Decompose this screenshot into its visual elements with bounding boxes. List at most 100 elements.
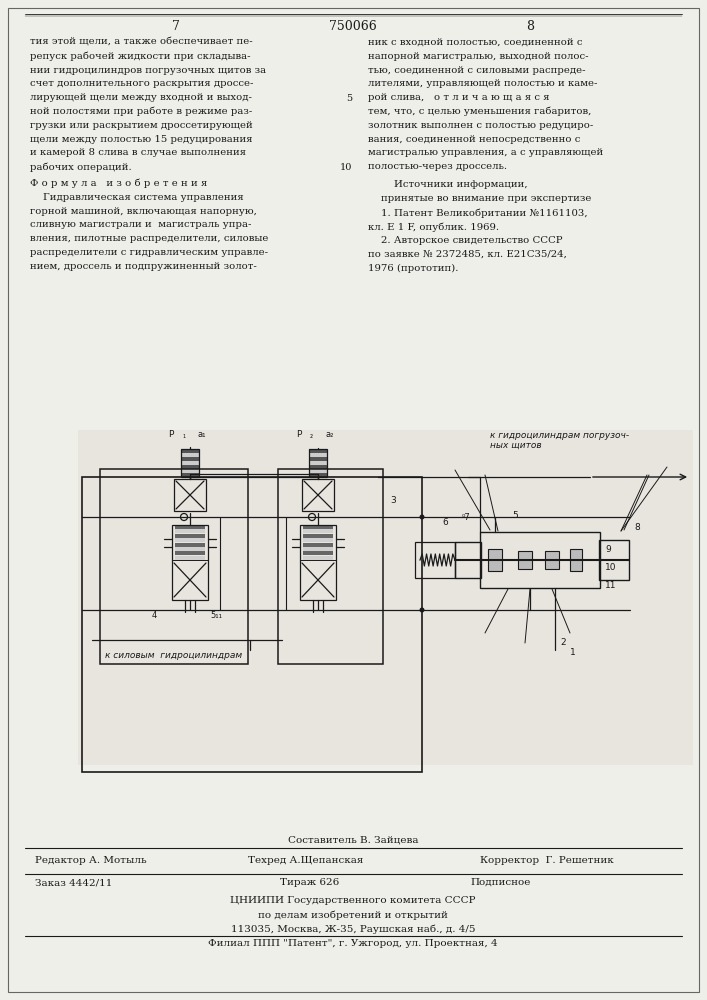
Text: 5: 5	[346, 94, 352, 103]
Text: Составитель В. Зайцева: Составитель В. Зайцева	[288, 835, 419, 844]
Bar	[300, 525, 336, 600]
Bar	[175, 525, 205, 529]
Text: 11: 11	[605, 581, 617, 590]
Bar	[309, 453, 327, 457]
Bar	[455, 542, 481, 578]
Text: распределители с гидравлическим управле-: распределители с гидравлическим управле-	[30, 248, 268, 257]
Text: 10: 10	[605, 563, 617, 572]
Bar	[181, 457, 199, 461]
Circle shape	[419, 607, 424, 612]
Bar	[302, 479, 334, 511]
Text: a₁: a₁	[198, 430, 206, 439]
Text: ной полостями при работе в режиме раз-: ной полостями при работе в режиме раз-	[30, 107, 252, 116]
Bar	[181, 449, 199, 453]
Bar	[175, 542, 205, 547]
Text: 750066: 750066	[329, 20, 377, 33]
Bar	[174, 479, 206, 511]
Bar	[181, 465, 199, 469]
Bar	[181, 469, 199, 473]
Bar	[599, 540, 629, 580]
Bar	[172, 525, 208, 600]
Text: Источники информации,: Источники информации,	[368, 180, 527, 189]
Text: к силовым  гидроцилиндрам: к силовым гидроцилиндрам	[105, 651, 242, 660]
Text: 10: 10	[339, 163, 352, 172]
Bar	[175, 538, 205, 542]
Text: напорной магистралью, выходной полос-: напорной магистралью, выходной полос-	[368, 52, 588, 61]
Text: a₂: a₂	[326, 430, 334, 439]
Text: репуск рабочей жидкости при складыва-: репуск рабочей жидкости при складыва-	[30, 52, 250, 61]
Text: P: P	[168, 430, 173, 439]
Bar	[100, 469, 248, 664]
Bar	[309, 465, 327, 469]
Text: Подписное: Подписное	[470, 878, 530, 887]
Text: Редактор А. Мотыль: Редактор А. Мотыль	[35, 856, 146, 865]
Bar	[303, 538, 333, 542]
Bar	[545, 551, 559, 569]
Text: ник с входной полостью, соединенной с: ник с входной полостью, соединенной с	[368, 38, 583, 47]
Text: Заказ 4442/11: Заказ 4442/11	[35, 878, 112, 887]
Text: 1: 1	[570, 648, 575, 657]
Bar	[175, 529, 205, 533]
Bar	[303, 551, 333, 555]
Bar	[175, 547, 205, 551]
Text: P: P	[296, 430, 301, 439]
Text: горной машиной, включающая напорную,: горной машиной, включающая напорную,	[30, 207, 257, 216]
Text: тью, соединенной с силовыми распреде-: тью, соединенной с силовыми распреде-	[368, 66, 585, 75]
Text: тем, что, с целью уменьшения габаритов,: тем, что, с целью уменьшения габаритов,	[368, 107, 591, 116]
Text: щели между полостью 15 редуцирования: щели между полостью 15 редуцирования	[30, 135, 252, 144]
Text: Корректор  Г. Решетник: Корректор Г. Решетник	[480, 856, 614, 865]
Text: вания, соединенной непосредственно с: вания, соединенной непосредственно с	[368, 135, 580, 144]
Bar	[181, 473, 199, 477]
Text: ₁: ₁	[182, 431, 185, 440]
Text: 9: 9	[605, 545, 611, 554]
Text: Ф о р м у л а   и з о б р е т е н и я: Ф о р м у л а и з о б р е т е н и я	[30, 178, 207, 188]
Text: грузки или раскрытием дроссетирующей: грузки или раскрытием дроссетирующей	[30, 121, 252, 130]
Text: 7: 7	[172, 20, 180, 33]
Bar	[415, 542, 455, 578]
Bar	[82, 477, 422, 772]
Bar	[175, 534, 205, 538]
Bar	[175, 551, 205, 555]
Bar	[480, 532, 600, 588]
Text: 3: 3	[390, 496, 396, 505]
Bar	[78, 430, 693, 765]
Text: 6: 6	[442, 518, 448, 527]
Text: 5₁₁: 5₁₁	[210, 611, 222, 620]
Bar	[175, 556, 205, 560]
Bar	[488, 549, 502, 571]
Text: ЦНИИПИ Государственного комитета СССР: ЦНИИПИ Государственного комитета СССР	[230, 896, 476, 905]
Bar	[570, 549, 582, 571]
Text: лирующей щели между входной и выход-: лирующей щели между входной и выход-	[30, 93, 252, 102]
Text: полостью-через дроссель.: полостью-через дроссель.	[368, 162, 507, 171]
Bar	[303, 529, 333, 533]
Bar	[181, 449, 199, 477]
Bar	[309, 457, 327, 461]
Bar	[303, 542, 333, 547]
Text: магистралью управления, а с управляющей: магистралью управления, а с управляющей	[368, 148, 603, 157]
Text: лителями, управляющей полостью и каме-: лителями, управляющей полостью и каме-	[368, 79, 597, 88]
Text: кл. Е 1 F, опублик. 1969.: кл. Е 1 F, опублик. 1969.	[368, 222, 499, 232]
Bar	[181, 461, 199, 465]
Text: Гидравлическая система управления: Гидравлическая система управления	[30, 193, 244, 202]
Text: по заявке № 2372485, кл. Е21С35/24,: по заявке № 2372485, кл. Е21С35/24,	[368, 250, 567, 259]
Text: 4: 4	[152, 611, 157, 620]
Text: по делам изобретений и открытий: по делам изобретений и открытий	[258, 910, 448, 920]
Circle shape	[419, 514, 424, 520]
Bar	[181, 453, 199, 457]
Text: 1976 (прототип).: 1976 (прототип).	[368, 264, 459, 273]
Text: рабочих операций.: рабочих операций.	[30, 162, 132, 172]
Text: 113035, Москва, Ж-35, Раушская наб., д. 4/5: 113035, Москва, Ж-35, Раушская наб., д. …	[230, 924, 475, 934]
Bar	[303, 534, 333, 538]
Text: 2: 2	[560, 638, 566, 647]
Bar	[518, 551, 532, 569]
Bar	[309, 473, 327, 477]
Text: счет дополнительного раскрытия дроссе-: счет дополнительного раскрытия дроссе-	[30, 79, 253, 88]
Text: 5: 5	[512, 511, 518, 520]
Text: и камерой 8 слива в случае выполнения: и камерой 8 слива в случае выполнения	[30, 148, 246, 157]
Bar	[278, 469, 383, 664]
Text: сливную магистрали и  магистраль упра-: сливную магистрали и магистраль упра-	[30, 220, 252, 229]
Text: к гидроцилиндрам погрузоч-: к гидроцилиндрам погрузоч-	[490, 431, 629, 440]
Bar	[303, 525, 333, 529]
Text: 8: 8	[526, 20, 534, 33]
Text: нии гидроцилиндров погрузочных щитов за: нии гидроцилиндров погрузочных щитов за	[30, 66, 266, 75]
